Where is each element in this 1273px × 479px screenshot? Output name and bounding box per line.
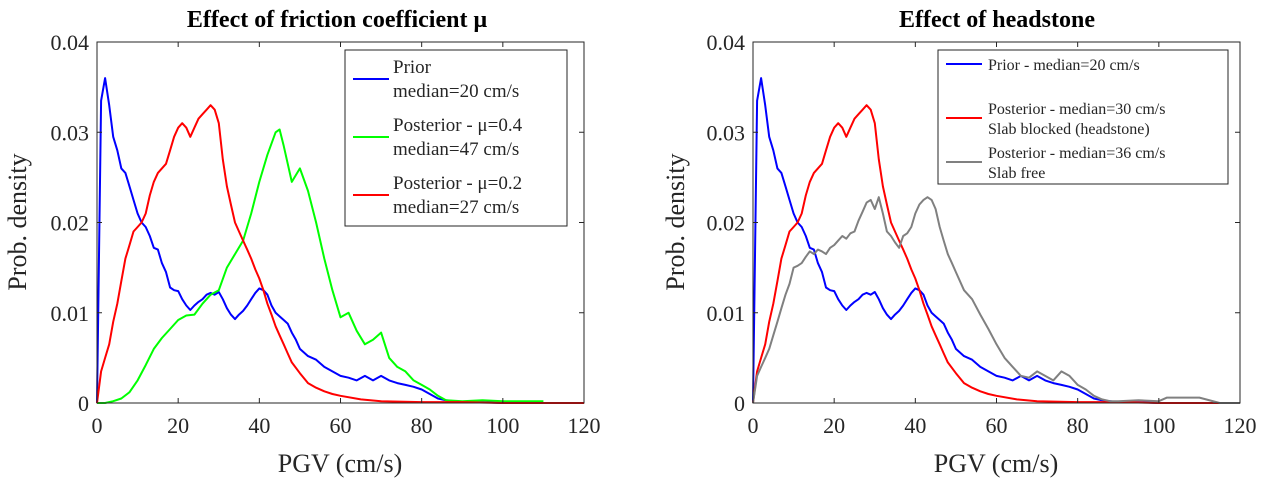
left-chart-panel: Effect of friction coefficient μ 0 20 40 60… xyxy=(3,7,601,478)
right-chart-title: Effect of headstone xyxy=(899,7,1095,33)
series-line-3 xyxy=(96,104,584,404)
x-tick-label: 120 xyxy=(568,413,601,438)
right-chart-x-ticks: 0 20 40 60 80 100 120 xyxy=(748,42,1257,438)
x-tick-label: 60 xyxy=(330,413,352,438)
left-chart-series-group xyxy=(96,77,584,404)
y-tick-label: 0.04 xyxy=(51,30,90,55)
y-tick-label: 0.01 xyxy=(51,301,90,326)
series-line-3 xyxy=(752,196,1240,404)
left-chart-x-axis-label: PGV (cm/s) xyxy=(278,449,402,478)
left-chart-legend: Prior median=20 cm/s Posterior - μ=0.4 medi… xyxy=(344,49,568,227)
series-line-2 xyxy=(97,128,544,404)
y-tick-label: 0 xyxy=(78,391,89,416)
right-chart-y-axis-label: Prob. density xyxy=(661,153,690,290)
right-chart-legend: Prior - median=20 cm/s Posterior - median… xyxy=(937,49,1229,185)
left-chart-y-ticks: 0 0.01 0.02 0.03 0.04 xyxy=(51,30,584,416)
legend-entry-3-line2: Slab free xyxy=(988,165,1045,182)
series-line-2 xyxy=(752,104,1240,404)
y-tick-label: 0.01 xyxy=(707,301,746,326)
legend-entry-3: Posterior - μ=0.2 xyxy=(393,173,522,194)
y-tick-label: 0.03 xyxy=(707,120,746,145)
right-chart-x-axis-label: PGV (cm/s) xyxy=(934,449,1058,478)
series-line-1 xyxy=(752,77,1200,404)
right-chart-series-group xyxy=(752,77,1240,404)
x-tick-label: 40 xyxy=(904,413,926,438)
legend-entry-3: Posterior - median=36 cm/s xyxy=(988,145,1165,162)
x-tick-label: 40 xyxy=(248,413,270,438)
x-tick-label: 100 xyxy=(486,413,519,438)
x-tick-label: 0 xyxy=(748,413,759,438)
left-chart-title: Effect of friction coefficient μ xyxy=(187,7,488,33)
x-tick-label: 20 xyxy=(167,413,189,438)
x-tick-label: 80 xyxy=(1067,413,1089,438)
y-tick-label: 0 xyxy=(734,391,745,416)
x-tick-label: 120 xyxy=(1224,413,1257,438)
legend-entry-1-line2: median=20 cm/s xyxy=(393,81,519,102)
x-tick-label: 60 xyxy=(986,413,1008,438)
legend-entry-1: Prior xyxy=(393,57,432,78)
legend-entry-2-line2: median=47 cm/s xyxy=(393,139,519,160)
y-tick-label: 0.02 xyxy=(51,211,90,236)
legend-entry-2-line2: Slab blocked (headstone) xyxy=(988,121,1150,138)
y-tick-label: 0.02 xyxy=(707,211,746,236)
legend-entry-2: Posterior - μ=0.4 xyxy=(393,115,523,136)
legend-entry-3-line2: median=27 cm/s xyxy=(393,197,519,218)
right-chart-y-ticks: 0 0.01 0.02 0.03 0.04 xyxy=(707,30,1240,416)
legend-box xyxy=(937,49,1229,185)
right-chart-panel: Effect of headstone 0 20 40 60 80 100 120 0 0.0… xyxy=(661,7,1257,478)
series-line-1 xyxy=(96,77,544,404)
legend-entry-1: Prior - median=20 cm/s xyxy=(988,57,1140,74)
x-tick-label: 0 xyxy=(92,413,103,438)
x-tick-label: 100 xyxy=(1142,413,1175,438)
y-tick-label: 0.03 xyxy=(51,120,90,145)
left-chart-x-ticks: 0 20 40 60 80 100 120 xyxy=(92,42,601,438)
x-tick-label: 80 xyxy=(411,413,433,438)
legend-entry-2: Posterior - median=30 cm/s xyxy=(988,101,1165,118)
y-tick-label: 0.04 xyxy=(707,30,746,55)
left-chart-y-axis-label: Prob. density xyxy=(3,153,32,290)
x-tick-label: 20 xyxy=(823,413,845,438)
